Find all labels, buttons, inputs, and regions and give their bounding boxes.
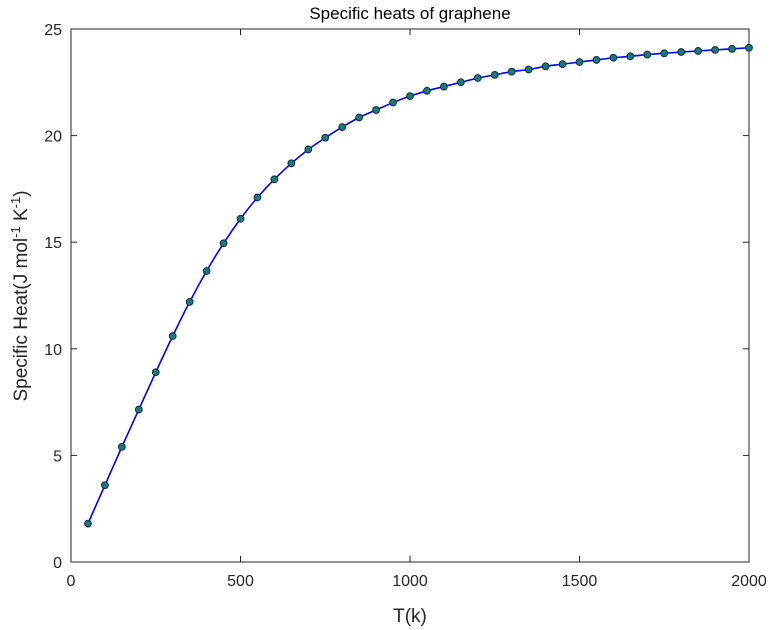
data-point bbox=[558, 60, 567, 69]
y-axis-label-sup2: -1 bbox=[8, 197, 23, 209]
y-axis-label: Specific Heat(J mol-1 K-1) bbox=[8, 190, 33, 401]
x-tick-label: 0 bbox=[67, 573, 76, 590]
y-tick-label: 15 bbox=[44, 235, 62, 252]
y-axis-label-middle: K bbox=[11, 208, 32, 226]
y-axis-label-suffix: ) bbox=[11, 190, 32, 196]
data-point bbox=[304, 145, 313, 154]
data-point bbox=[168, 332, 177, 340]
series-line bbox=[87, 46, 750, 524]
axes-box bbox=[70, 28, 750, 563]
data-point bbox=[626, 52, 635, 61]
data-point bbox=[389, 98, 397, 107]
chart-title: Specific heats of graphene bbox=[309, 4, 510, 23]
x-tick-label: 1000 bbox=[392, 573, 428, 590]
y-tick-label: 0 bbox=[53, 555, 62, 572]
data-point bbox=[236, 214, 245, 223]
data-point bbox=[84, 519, 92, 528]
y-tick-label: 10 bbox=[44, 342, 62, 359]
data-point bbox=[507, 67, 516, 76]
data-point bbox=[592, 56, 601, 64]
data-point bbox=[524, 65, 533, 74]
data-point bbox=[202, 267, 211, 275]
data-point bbox=[185, 297, 194, 306]
data-point bbox=[372, 106, 381, 114]
data-point bbox=[253, 193, 262, 202]
data-point bbox=[473, 74, 482, 82]
data-point bbox=[677, 48, 686, 56]
x-tick-label: 1500 bbox=[562, 573, 598, 590]
data-point bbox=[287, 159, 296, 168]
data-point bbox=[270, 175, 279, 184]
data-point bbox=[321, 133, 330, 142]
data-point bbox=[423, 86, 431, 95]
x-tick-label: 500 bbox=[227, 573, 254, 590]
data-point bbox=[456, 78, 465, 87]
y-tick-label: 5 bbox=[53, 448, 62, 465]
data-point bbox=[745, 43, 753, 52]
data-point bbox=[643, 50, 652, 59]
data-point bbox=[609, 53, 618, 62]
data-point bbox=[101, 481, 109, 490]
data-point bbox=[711, 45, 719, 54]
data-point bbox=[660, 49, 669, 58]
data-point bbox=[440, 82, 448, 91]
data-point bbox=[541, 62, 550, 71]
data-point bbox=[694, 47, 703, 55]
data-point bbox=[490, 70, 499, 79]
x-axis-label: T(k) bbox=[393, 606, 427, 627]
y-tick-label: 20 bbox=[44, 129, 62, 146]
data-point bbox=[355, 113, 364, 122]
y-axis-label-sup1: -1 bbox=[8, 226, 23, 238]
data-point bbox=[134, 405, 143, 414]
x-tick-label: 2000 bbox=[731, 573, 767, 590]
y-axis-label-prefix: Specific Heat(J mol bbox=[11, 238, 32, 402]
plot-area: 0 500 1000 1500 2000 0 5 10 15 20 25 bbox=[44, 22, 767, 590]
data-point bbox=[151, 368, 160, 377]
y-tick-label: 25 bbox=[44, 22, 62, 39]
data-point bbox=[406, 92, 414, 101]
data-point bbox=[575, 58, 584, 66]
data-point bbox=[117, 442, 126, 451]
data-point bbox=[728, 44, 736, 53]
data-point bbox=[338, 123, 347, 131]
data-point bbox=[219, 239, 228, 248]
